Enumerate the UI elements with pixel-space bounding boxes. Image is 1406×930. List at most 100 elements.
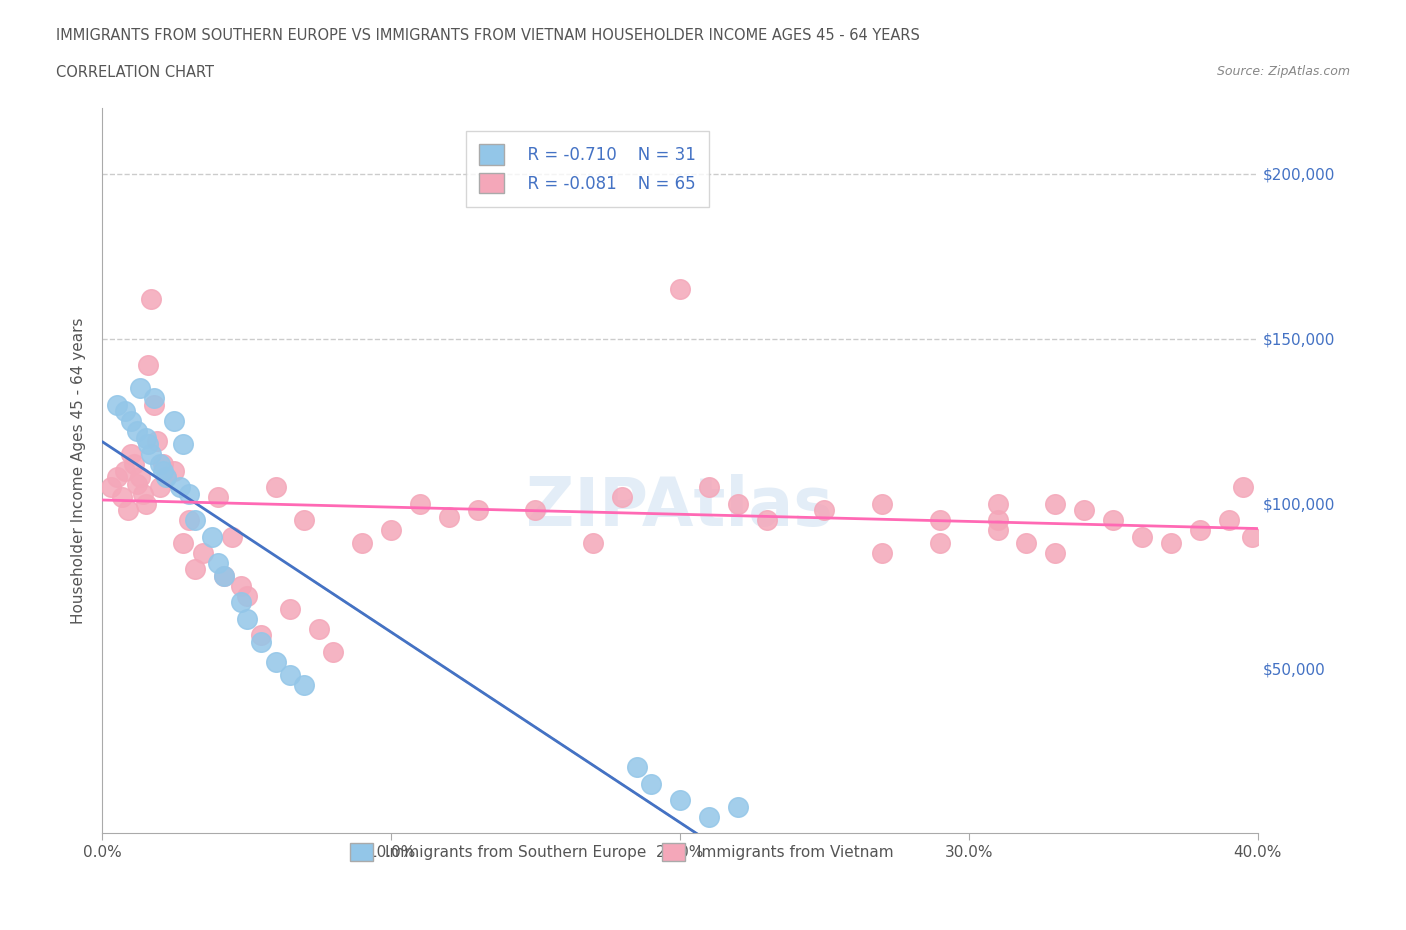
Point bbox=[172, 437, 194, 452]
Point bbox=[278, 602, 301, 617]
Point bbox=[987, 512, 1010, 527]
Point bbox=[322, 644, 344, 659]
Y-axis label: Householder Income Ages 45 - 64 years: Householder Income Ages 45 - 64 years bbox=[72, 317, 86, 624]
Point bbox=[669, 792, 692, 807]
Point bbox=[143, 391, 166, 405]
Point bbox=[141, 292, 163, 307]
Point bbox=[292, 512, 315, 527]
Point bbox=[172, 536, 194, 551]
Point bbox=[155, 470, 177, 485]
Text: CORRELATION CHART: CORRELATION CHART bbox=[56, 65, 214, 80]
Point bbox=[131, 486, 153, 501]
Point bbox=[229, 578, 252, 593]
Point bbox=[169, 480, 191, 495]
Point bbox=[582, 536, 605, 551]
Point bbox=[352, 536, 374, 551]
Point bbox=[128, 470, 150, 485]
Point bbox=[105, 397, 128, 412]
Point bbox=[193, 546, 215, 561]
Point bbox=[177, 512, 200, 527]
Point bbox=[669, 282, 692, 297]
Point bbox=[149, 480, 172, 495]
Point bbox=[155, 470, 177, 485]
Point bbox=[183, 512, 205, 527]
Point bbox=[235, 612, 257, 627]
Point bbox=[278, 668, 301, 683]
Point bbox=[100, 480, 122, 495]
Point bbox=[141, 446, 163, 461]
Point bbox=[308, 621, 330, 636]
Point bbox=[149, 457, 172, 472]
Point bbox=[409, 496, 432, 511]
Point bbox=[120, 446, 142, 461]
Point bbox=[1188, 523, 1211, 538]
Point bbox=[1160, 536, 1182, 551]
Point bbox=[928, 536, 950, 551]
Point bbox=[125, 476, 148, 491]
Point bbox=[229, 595, 252, 610]
Point bbox=[264, 480, 287, 495]
Point bbox=[1240, 529, 1263, 544]
Point bbox=[870, 546, 893, 561]
Point bbox=[138, 358, 160, 373]
Point bbox=[1102, 512, 1125, 527]
Point bbox=[1218, 512, 1240, 527]
Point bbox=[250, 634, 273, 649]
Text: IMMIGRANTS FROM SOUTHERN EUROPE VS IMMIGRANTS FROM VIETNAM HOUSEHOLDER INCOME AG: IMMIGRANTS FROM SOUTHERN EUROPE VS IMMIG… bbox=[56, 28, 920, 43]
Point bbox=[987, 496, 1010, 511]
Point bbox=[177, 486, 200, 501]
Point bbox=[1015, 536, 1038, 551]
Point bbox=[221, 529, 243, 544]
Point bbox=[105, 470, 128, 485]
Point bbox=[813, 503, 835, 518]
Point bbox=[437, 510, 460, 525]
Point bbox=[626, 760, 648, 775]
Point bbox=[987, 523, 1010, 538]
Point bbox=[183, 562, 205, 577]
Point bbox=[235, 589, 257, 604]
Point bbox=[114, 404, 136, 418]
Point bbox=[755, 512, 778, 527]
Point bbox=[207, 489, 229, 504]
Point bbox=[117, 503, 139, 518]
Point bbox=[524, 503, 547, 518]
Point bbox=[1045, 496, 1067, 511]
Point bbox=[727, 496, 749, 511]
Point bbox=[111, 489, 134, 504]
Point bbox=[152, 457, 174, 472]
Point bbox=[928, 512, 950, 527]
Point bbox=[264, 655, 287, 670]
Point bbox=[1045, 546, 1067, 561]
Point bbox=[610, 489, 633, 504]
Point bbox=[640, 777, 662, 791]
Point bbox=[1073, 503, 1095, 518]
Point bbox=[380, 523, 402, 538]
Point bbox=[1232, 480, 1254, 495]
Point bbox=[467, 503, 489, 518]
Point bbox=[212, 568, 235, 583]
Point bbox=[727, 800, 749, 815]
Point bbox=[870, 496, 893, 511]
Point bbox=[128, 380, 150, 395]
Text: Source: ZipAtlas.com: Source: ZipAtlas.com bbox=[1216, 65, 1350, 78]
Point bbox=[292, 677, 315, 692]
Point bbox=[143, 397, 166, 412]
Point bbox=[212, 568, 235, 583]
Point bbox=[697, 480, 720, 495]
Point bbox=[207, 555, 229, 570]
Point bbox=[135, 431, 157, 445]
Point bbox=[163, 463, 186, 478]
Point bbox=[122, 457, 145, 472]
Point bbox=[120, 414, 142, 429]
Point bbox=[697, 809, 720, 824]
Point bbox=[250, 628, 273, 643]
Point bbox=[163, 414, 186, 429]
Point bbox=[152, 463, 174, 478]
Text: ZIPAtlas: ZIPAtlas bbox=[526, 474, 834, 539]
Point bbox=[1130, 529, 1153, 544]
Point bbox=[135, 496, 157, 511]
Legend: Immigrants from Southern Europe, Immigrants from Vietnam: Immigrants from Southern Europe, Immigra… bbox=[343, 835, 901, 869]
Point bbox=[138, 437, 160, 452]
Point bbox=[201, 529, 224, 544]
Point bbox=[146, 433, 169, 448]
